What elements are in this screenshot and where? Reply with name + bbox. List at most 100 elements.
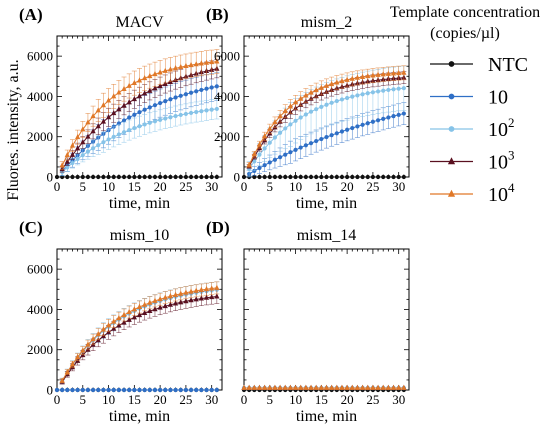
data-point (116, 174, 121, 180)
series-ntc (54, 174, 219, 180)
data-point (345, 174, 350, 180)
data-point (162, 302, 168, 309)
data-point (278, 130, 283, 135)
data-point (396, 174, 401, 180)
data-point (111, 93, 117, 99)
data-point (142, 107, 147, 112)
data-point (344, 76, 350, 82)
x-tick-label: 0 (54, 179, 61, 194)
data-point (381, 174, 386, 180)
data-point (152, 174, 158, 180)
data-point (282, 107, 288, 114)
data-point (396, 112, 401, 117)
data-point (209, 285, 215, 291)
x-tick-label: 0 (241, 179, 248, 194)
data-point (85, 341, 91, 347)
data-point (355, 93, 360, 98)
y-axis-label: Fluores. intensity, a.u. (5, 59, 22, 200)
x-tick-label: 5 (80, 179, 87, 194)
data-point (334, 384, 340, 390)
data-point (214, 174, 219, 180)
x-tick-label: 30 (205, 392, 218, 407)
data-point (365, 73, 371, 79)
data-point (136, 303, 143, 309)
data-point (359, 384, 366, 390)
data-point (121, 102, 127, 108)
data-point (262, 146, 267, 151)
data-point (365, 91, 370, 96)
data-point (183, 174, 188, 180)
data-point (288, 122, 293, 127)
data-point (105, 114, 112, 120)
data-point (198, 60, 204, 66)
data-point (126, 82, 132, 88)
data-point (241, 384, 247, 390)
data-point (183, 289, 189, 295)
data-point (142, 122, 147, 127)
x-tick-label: 10 (102, 392, 115, 407)
data-point (390, 384, 397, 390)
data-point (116, 322, 122, 328)
data-point (188, 297, 194, 303)
data-point (319, 104, 324, 109)
series-10-4 (241, 384, 407, 390)
data-point (178, 174, 183, 180)
data-point (251, 151, 257, 157)
data-point (111, 110, 117, 116)
data-point (194, 387, 199, 393)
data-point (324, 174, 329, 180)
x-axis-label: time, min (109, 195, 170, 212)
data-point (313, 384, 319, 390)
legend-marker (448, 126, 455, 132)
data-point (329, 133, 334, 138)
data-point (158, 101, 163, 106)
data-point (199, 174, 204, 180)
data-point (298, 174, 303, 180)
data-point (287, 384, 294, 390)
data-point (214, 84, 219, 89)
y-tick-label: 4000 (27, 89, 53, 104)
data-point (136, 311, 143, 318)
data-point (370, 384, 376, 390)
data-point (298, 384, 304, 390)
data-point (365, 384, 371, 390)
data-point (152, 297, 158, 303)
data-point (136, 77, 143, 83)
data-point (132, 112, 137, 117)
data-point (198, 286, 204, 292)
data-point (256, 141, 263, 147)
data-point (209, 107, 214, 112)
data-point (95, 107, 101, 113)
data-point (127, 115, 132, 120)
data-point (127, 127, 132, 133)
data-point (375, 174, 381, 180)
data-point (401, 69, 407, 75)
x-axis-label: time, min (296, 408, 357, 425)
y-tick-label: 2000 (27, 342, 53, 357)
data-point (303, 384, 309, 390)
data-point (157, 82, 163, 89)
data-point (354, 384, 361, 390)
data-point (131, 306, 137, 312)
data-point (339, 174, 345, 180)
data-point (303, 112, 308, 117)
data-point (257, 174, 262, 180)
data-point (318, 384, 324, 390)
data-point (188, 387, 194, 393)
legend-label: NTC (488, 54, 528, 76)
data-point (308, 109, 314, 114)
data-point (318, 84, 324, 90)
data-point (100, 326, 107, 332)
data-point (163, 174, 168, 180)
data-point (188, 174, 194, 180)
data-point (370, 174, 375, 180)
data-point (127, 387, 132, 393)
x-axis-label: time, min (109, 408, 170, 425)
data-point (147, 105, 152, 110)
data-point (314, 107, 319, 112)
data-point (193, 61, 199, 67)
x-tick-label: 25 (366, 179, 379, 194)
data-point (172, 65, 179, 71)
data-point (121, 311, 127, 317)
